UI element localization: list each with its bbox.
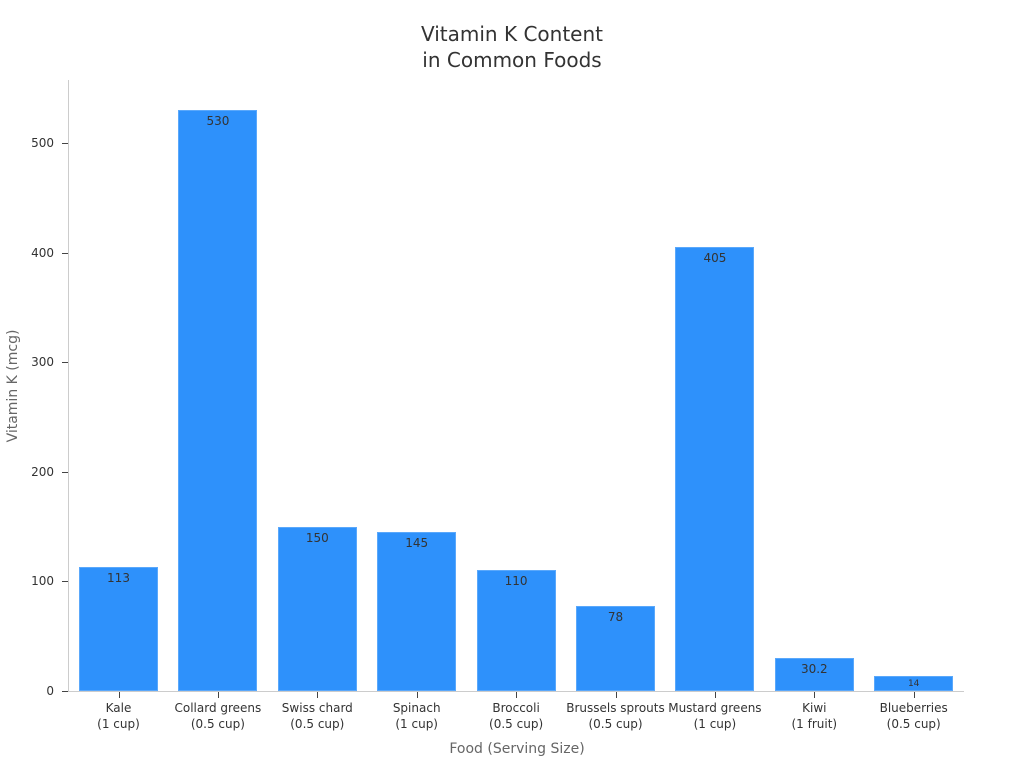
y-tick-label: 200 <box>31 465 54 479</box>
x-tick <box>715 692 716 698</box>
bar[interactable]: 14 <box>874 675 954 691</box>
bar-value-label: 150 <box>305 530 329 545</box>
bar[interactable]: 78 <box>576 605 655 691</box>
category-serving: (0.5 cup) <box>290 717 345 731</box>
bar-value-label: 113 <box>107 571 130 586</box>
y-tick <box>62 143 68 144</box>
category-serving: (0.5 cup) <box>886 717 941 731</box>
bar-value-label: 530 <box>206 114 230 129</box>
category-name: Spinach <box>392 701 441 715</box>
x-tick-label: Collard greens (0.5 cup) <box>158 700 278 732</box>
x-tick <box>317 692 318 698</box>
y-tick <box>62 362 68 363</box>
bar-value-label: 30.2 <box>800 661 828 676</box>
x-axis-label: Food (Serving Size) <box>449 741 585 757</box>
bar[interactable]: 405 <box>675 247 755 691</box>
category-serving: (1 cup) <box>97 717 140 731</box>
y-tick-label: 0 <box>46 684 54 698</box>
x-tick <box>914 692 915 698</box>
y-tick-label: 100 <box>31 574 54 588</box>
x-tick-label: Kiwi (1 fruit) <box>754 700 874 732</box>
x-tick <box>119 692 120 698</box>
y-tick <box>62 581 68 582</box>
x-tick-label: Swiss chard (0.5 cup) <box>257 700 377 732</box>
bar-value-label: 78 <box>607 609 624 624</box>
category-name: Kale <box>105 701 132 715</box>
x-tick <box>616 692 617 698</box>
chart-title-line-1: Vitamin K Content <box>421 22 603 46</box>
category-serving: (1 cup) <box>395 717 438 731</box>
y-tick-label: 500 <box>31 136 54 150</box>
x-tick <box>516 692 517 698</box>
x-tick <box>417 692 418 698</box>
x-tick-label: Mustard greens (1 cup) <box>655 700 775 732</box>
category-serving: (0.5 cup) <box>489 717 544 731</box>
y-tick <box>62 472 68 473</box>
x-tick-label: Kale (1 cup) <box>59 700 179 732</box>
x-tick-label: Blueberries (0.5 cup) <box>854 700 974 732</box>
y-axis-line <box>68 80 69 692</box>
y-tick-label: 400 <box>31 246 54 260</box>
bar[interactable]: 113 <box>79 567 158 691</box>
x-tick-label: Broccoli (0.5 cup) <box>456 700 576 732</box>
chart-title: Vitamin K Content in Common Foods <box>0 21 1024 73</box>
bar[interactable]: 30.2 <box>774 657 854 691</box>
category-name: Mustard greens <box>668 701 762 715</box>
y-tick-label: 300 <box>31 355 54 369</box>
bar-value-label: 145 <box>405 536 429 551</box>
category-serving: (1 fruit) <box>791 717 838 731</box>
bar[interactable]: 145 <box>377 532 457 691</box>
category-serving: (0.5 cup) <box>588 717 643 731</box>
bar[interactable]: 530 <box>178 110 258 691</box>
x-tick <box>218 692 219 698</box>
category-serving: (1 cup) <box>693 717 737 731</box>
x-axis-line <box>68 691 964 692</box>
x-tick <box>814 692 815 698</box>
category-name: Swiss chard <box>281 701 353 715</box>
category-name: Brussels sprouts <box>566 701 665 715</box>
y-axis-label: Vitamin K (mcg) <box>5 329 21 443</box>
category-name: Broccoli <box>492 701 540 715</box>
bar[interactable]: 110 <box>476 570 556 691</box>
x-tick-label: Spinach (1 cup) <box>357 700 477 732</box>
x-tick-label: Brussels sprouts (0.5 cup) <box>556 700 676 732</box>
category-name: Kiwi <box>802 701 827 715</box>
y-tick <box>62 253 68 254</box>
chart-title-line-2: in Common Foods <box>422 48 602 72</box>
category-name: Blueberries <box>879 701 948 715</box>
category-serving: (0.5 cup) <box>190 717 245 731</box>
bar-value-label: 405 <box>703 251 727 266</box>
y-tick <box>62 691 68 692</box>
bar[interactable]: 150 <box>277 526 357 691</box>
bar-value-label: 14 <box>907 678 920 689</box>
bar-value-label: 110 <box>504 574 528 589</box>
category-name: Collard greens <box>174 701 262 715</box>
